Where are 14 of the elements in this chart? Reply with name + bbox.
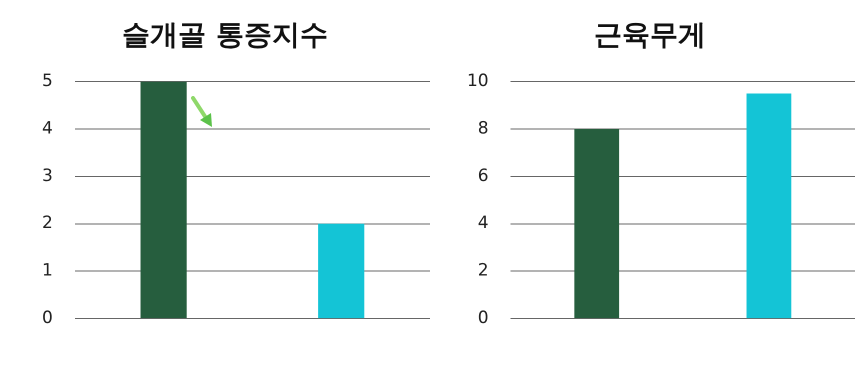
y-tick-label: 0 <box>478 308 489 328</box>
y-tick-label: 10 <box>466 71 489 92</box>
y-tick-label: 8 <box>478 118 489 138</box>
y-tick-label: 2 <box>42 213 53 234</box>
y-tick-label: 4 <box>478 213 489 234</box>
y-tick-label: 0 <box>42 308 53 328</box>
y-tick-label: 5 <box>42 71 53 92</box>
y-tick-label: 2 <box>478 260 489 281</box>
chart-title: 근육무게 <box>594 18 706 52</box>
y-tick-label: 4 <box>42 118 53 138</box>
y-tick-label: 3 <box>42 166 53 186</box>
y-tick-label: 6 <box>478 166 489 186</box>
y-tick-label: 1 <box>42 260 53 281</box>
chart-title: 슬개골 통증지수 <box>122 18 328 52</box>
